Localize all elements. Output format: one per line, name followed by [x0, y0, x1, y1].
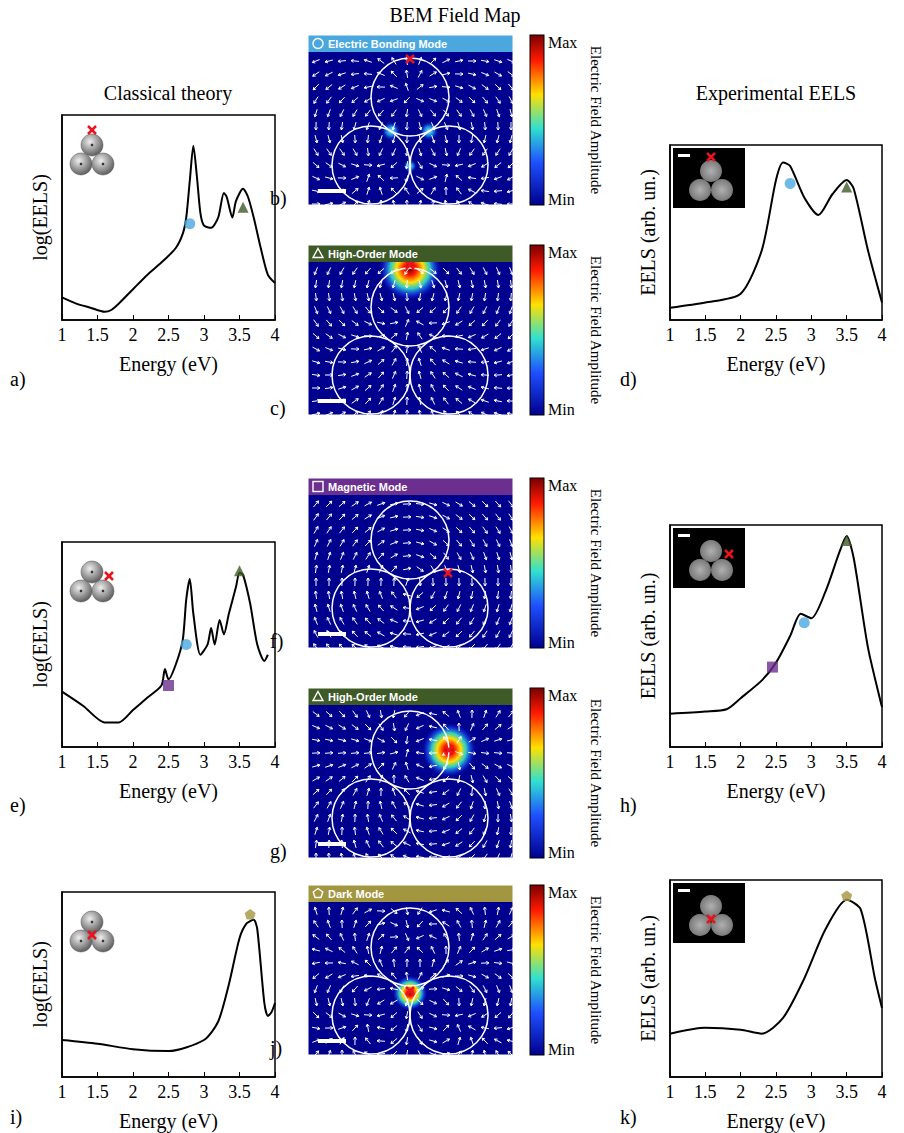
svg-text:i): i): [10, 1106, 22, 1129]
svg-text:1.5: 1.5: [86, 752, 109, 772]
svg-text:3.5: 3.5: [228, 752, 251, 772]
svg-text:Energy (eV): Energy (eV): [726, 353, 825, 376]
svg-text:d): d): [620, 368, 637, 391]
svg-text:log(EELS): log(EELS): [29, 601, 52, 688]
svg-text:3.5: 3.5: [835, 325, 858, 345]
svg-text:Min: Min: [548, 401, 575, 418]
svg-text:3.5: 3.5: [228, 325, 251, 345]
svg-text:2: 2: [129, 1082, 138, 1102]
svg-text:Min: Min: [548, 191, 575, 208]
svg-text:BEM Field Map: BEM Field Map: [389, 4, 520, 27]
svg-text:Max: Max: [548, 477, 577, 494]
svg-text:3: 3: [807, 752, 816, 772]
svg-text:2.5: 2.5: [765, 752, 788, 772]
svg-text:Magnetic Mode: Magnetic Mode: [328, 481, 407, 493]
svg-text:1.5: 1.5: [86, 325, 109, 345]
svg-text:Max: Max: [548, 244, 577, 261]
svg-text:1.5: 1.5: [86, 1082, 109, 1102]
svg-text:2.5: 2.5: [157, 752, 180, 772]
svg-text:f): f): [270, 630, 283, 653]
svg-text:1: 1: [666, 752, 675, 772]
svg-text:Max: Max: [548, 687, 577, 704]
svg-text:3: 3: [200, 752, 209, 772]
svg-text:c): c): [270, 397, 286, 420]
svg-text:Max: Max: [548, 884, 577, 901]
svg-text:2: 2: [129, 752, 138, 772]
svg-text:Min: Min: [548, 1041, 575, 1058]
svg-text:Electric Field Amplitude: Electric Field Amplitude: [588, 489, 604, 638]
svg-text:1: 1: [58, 752, 67, 772]
svg-text:Energy (eV): Energy (eV): [119, 780, 218, 803]
svg-text:Electric Field Amplitude: Electric Field Amplitude: [588, 896, 604, 1045]
svg-text:4: 4: [271, 752, 280, 772]
svg-text:4: 4: [878, 325, 887, 345]
svg-text:4: 4: [878, 1082, 887, 1102]
svg-text:Energy (eV): Energy (eV): [726, 780, 825, 803]
svg-text:2: 2: [736, 325, 745, 345]
svg-text:Electric Field Amplitude: Electric Field Amplitude: [588, 46, 604, 195]
svg-text:log(EELS): log(EELS): [29, 941, 52, 1028]
svg-text:EELS (arb. un.): EELS (arb. un.): [637, 915, 660, 1042]
svg-text:1.5: 1.5: [694, 752, 717, 772]
svg-text:3: 3: [200, 325, 209, 345]
svg-text:3.5: 3.5: [835, 752, 858, 772]
svg-text:2.5: 2.5: [157, 1082, 180, 1102]
svg-text:1: 1: [666, 325, 675, 345]
svg-text:log(EELS): log(EELS): [29, 174, 52, 261]
svg-text:Electric Bonding Mode: Electric Bonding Mode: [328, 38, 447, 50]
svg-text:3: 3: [807, 325, 816, 345]
svg-text:Min: Min: [548, 634, 575, 651]
svg-text:Experimental EELS: Experimental EELS: [696, 82, 857, 105]
svg-text:1: 1: [666, 1082, 675, 1102]
svg-text:3: 3: [200, 1082, 209, 1102]
svg-text:Max: Max: [548, 34, 577, 51]
svg-text:1: 1: [58, 325, 67, 345]
svg-text:Energy (eV): Energy (eV): [119, 1110, 218, 1133]
svg-text:EELS (arb. un.): EELS (arb. un.): [637, 169, 660, 296]
svg-text:Electric Field Amplitude: Electric Field Amplitude: [588, 256, 604, 405]
svg-text:4: 4: [271, 325, 280, 345]
svg-text:1.5: 1.5: [694, 1082, 717, 1102]
svg-text:3.5: 3.5: [835, 1082, 858, 1102]
svg-text:e): e): [10, 794, 26, 817]
svg-text:1.5: 1.5: [694, 325, 717, 345]
svg-text:Min: Min: [548, 844, 575, 861]
svg-text:2.5: 2.5: [765, 1082, 788, 1102]
svg-text:3.5: 3.5: [228, 1082, 251, 1102]
svg-text:High-Order Mode: High-Order Mode: [328, 248, 418, 260]
svg-text:k): k): [620, 1106, 637, 1129]
svg-text:Dark Mode: Dark Mode: [328, 888, 384, 900]
svg-text:EELS (arb. un.): EELS (arb. un.): [637, 573, 660, 700]
svg-text:2.5: 2.5: [157, 325, 180, 345]
svg-text:4: 4: [878, 752, 887, 772]
svg-text:Energy (eV): Energy (eV): [726, 1110, 825, 1133]
svg-text:2: 2: [736, 752, 745, 772]
svg-text:j): j): [269, 1037, 282, 1060]
svg-text:2: 2: [736, 1082, 745, 1102]
svg-text:Energy (eV): Energy (eV): [119, 353, 218, 376]
svg-text:h): h): [620, 794, 637, 817]
svg-text:3: 3: [807, 1082, 816, 1102]
svg-text:2.5: 2.5: [765, 325, 788, 345]
svg-text:g): g): [270, 840, 287, 863]
svg-text:b): b): [270, 187, 287, 210]
svg-text:a): a): [10, 368, 26, 391]
svg-text:Electric Field Amplitude: Electric Field Amplitude: [588, 699, 604, 848]
svg-text:2: 2: [129, 325, 138, 345]
svg-text:High-Order Mode: High-Order Mode: [328, 691, 418, 703]
svg-text:4: 4: [271, 1082, 280, 1102]
svg-text:Classical theory: Classical theory: [104, 82, 232, 105]
svg-text:1: 1: [58, 1082, 67, 1102]
